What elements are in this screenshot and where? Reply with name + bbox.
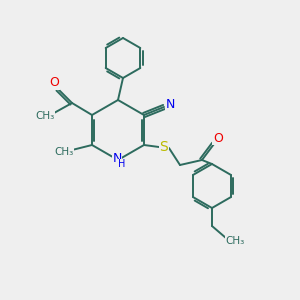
Text: CH₃: CH₃ <box>225 236 244 246</box>
Text: O: O <box>49 76 59 89</box>
Text: O: O <box>213 131 223 145</box>
Text: N: N <box>112 152 122 166</box>
Text: H: H <box>118 159 126 169</box>
Text: S: S <box>160 140 168 154</box>
Text: CH₃: CH₃ <box>54 147 74 157</box>
Text: N: N <box>165 98 175 112</box>
Text: CH₃: CH₃ <box>35 111 55 121</box>
